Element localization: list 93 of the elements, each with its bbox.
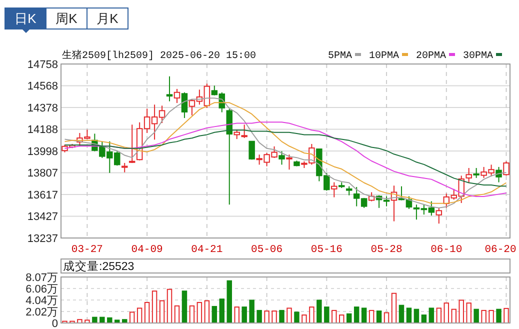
bar (242, 306, 247, 324)
x-tick-label: 04-21 (191, 244, 223, 256)
bar (428, 308, 434, 324)
bar (398, 304, 404, 324)
bar (204, 300, 210, 324)
y-tick-label: 14758 (27, 58, 58, 71)
bar (159, 300, 165, 324)
bar (272, 310, 277, 324)
candlestick (234, 129, 240, 140)
bar (302, 314, 307, 324)
candlestick (466, 167, 472, 184)
text: 日K (14, 11, 37, 26)
y-tick-label: 2.02万 (26, 306, 58, 318)
bar (249, 300, 254, 324)
legend-label: 20PMA (416, 51, 446, 62)
y-tick-label: 14568 (27, 80, 58, 93)
x-tick-label: 04-09 (131, 244, 163, 256)
text: 周K (56, 11, 78, 26)
bar (332, 310, 337, 324)
y-tick-label: 4.04万 (26, 294, 58, 307)
bar (474, 308, 479, 324)
y-tick-label: 6.06万 (26, 283, 58, 296)
x-tick-label: 06-20 (484, 244, 516, 256)
bar (144, 302, 150, 324)
x-tick-label: 03-27 (71, 244, 103, 256)
text: 成交量:25523 (63, 259, 134, 273)
bar (436, 308, 442, 324)
candlestick (436, 207, 442, 224)
candlestick (174, 88, 180, 104)
bar (384, 312, 390, 324)
bar (196, 302, 202, 324)
y-tick-label: 13617 (27, 189, 58, 202)
candlestick (166, 76, 173, 102)
candlestick (503, 160, 510, 176)
candlestick (248, 140, 255, 160)
x-tick-label: 05-28 (370, 244, 402, 256)
bar (152, 290, 158, 324)
candlestick (121, 162, 128, 173)
bar (212, 306, 218, 324)
candlestick (331, 182, 338, 198)
y-tick-label: 14188 (27, 124, 58, 136)
legend-label: 30PMA (463, 51, 494, 62)
bar (286, 308, 292, 324)
bar (324, 306, 330, 324)
bar (219, 298, 225, 324)
bar (488, 310, 494, 324)
bar (174, 305, 180, 324)
x-tick-label: 05-06 (251, 244, 283, 256)
text: 月K (96, 11, 119, 26)
bar (458, 300, 464, 324)
candlestick (128, 124, 136, 164)
bar (504, 308, 509, 324)
bar (182, 290, 188, 324)
candlestick (473, 167, 480, 178)
bar (376, 310, 382, 324)
bar (264, 310, 270, 324)
legend-label: 10PMA (369, 51, 400, 62)
bar (406, 308, 412, 324)
y-tick-label: 13237 (27, 232, 58, 245)
candlestick (346, 186, 352, 196)
candlestick (241, 124, 248, 139)
bar (166, 288, 172, 324)
bar (444, 302, 450, 324)
bar (294, 312, 300, 324)
candlestick (286, 154, 292, 170)
bar (316, 300, 322, 324)
bar (256, 310, 262, 324)
candlestick (181, 92, 188, 118)
bar (279, 310, 284, 324)
bar (234, 306, 240, 324)
bar (481, 310, 486, 324)
bar (496, 308, 502, 324)
line-series (64, 122, 507, 197)
x-tick-label: 06-10 (430, 244, 462, 256)
y-tick-label: 13998 (27, 146, 58, 158)
y-tick-label: 8.07万 (26, 272, 58, 284)
bar (309, 306, 314, 324)
y-tick-label: 13427 (27, 211, 58, 224)
legend-label: 5PMA (328, 51, 352, 62)
bar (136, 308, 142, 324)
bar (466, 302, 472, 324)
bar (129, 312, 135, 324)
x-tick-label: 05-16 (310, 244, 342, 256)
y-tick-label: 14378 (27, 102, 58, 114)
bar (361, 308, 367, 324)
y-tick-label: 0 (52, 318, 58, 329)
candlestick (278, 150, 285, 166)
bar (226, 280, 232, 324)
bar (189, 305, 195, 324)
y-tick-label: 13807 (27, 168, 58, 180)
bar (354, 306, 360, 324)
chart-title: 生猪2509[lh2509] 2025-06-20 15:00 (62, 49, 256, 62)
bar (391, 292, 397, 324)
